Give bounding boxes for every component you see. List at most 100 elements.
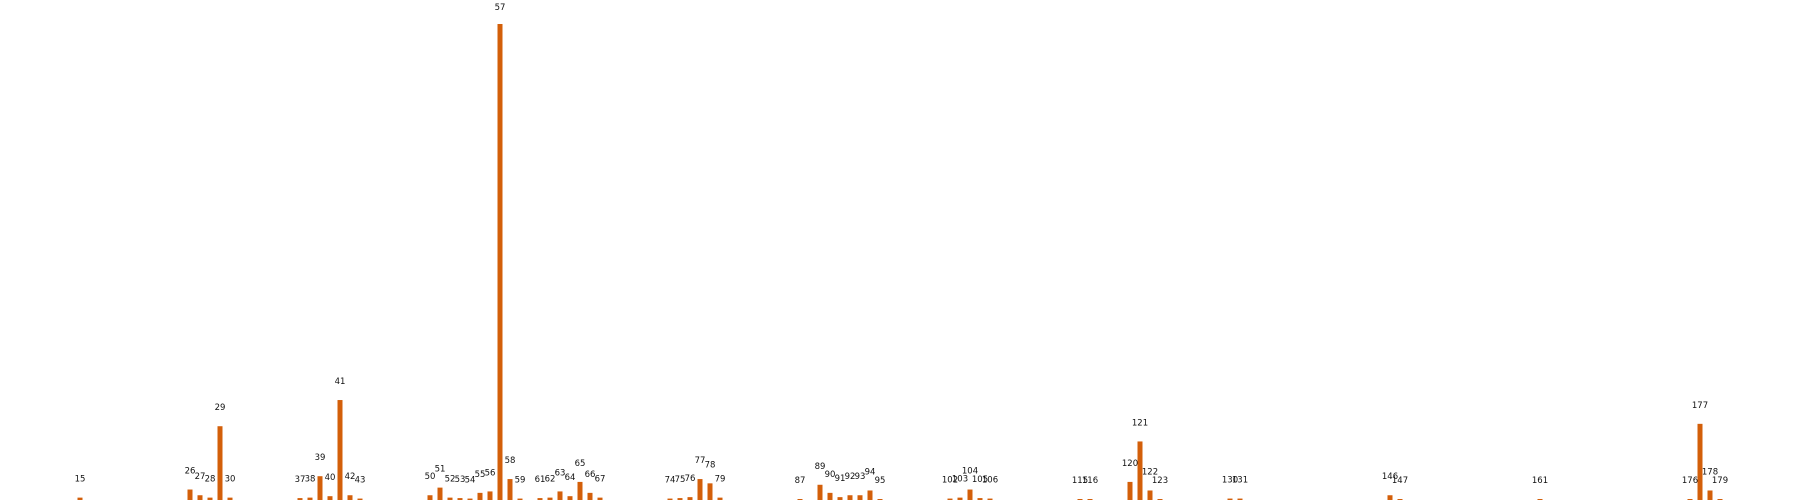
bar-51 [437,487,443,500]
bar-91 [837,497,843,500]
bar-label-179: 179 [1712,476,1728,486]
bar-89 [817,484,823,500]
bar-64 [567,496,573,500]
bar-37 [297,498,303,500]
bar-label-92: 92 [845,472,856,482]
bar-58 [507,479,513,500]
bar-178 [1707,490,1713,500]
bar-76 [687,497,693,500]
bar-label-28: 28 [205,475,216,485]
bar-104 [967,489,973,500]
bar-130 [1227,498,1233,500]
bar-label-104: 104 [962,467,978,477]
bar-122 [1147,490,1153,500]
bar-label-65: 65 [575,459,586,469]
bar-label-177: 177 [1692,401,1708,411]
bar-106 [987,498,993,500]
bar-label-53: 53 [455,475,466,485]
bar-90 [827,492,833,500]
bar-label-95: 95 [875,476,886,486]
bar-label-115: 115 [1072,476,1088,486]
bar-label-59: 59 [515,476,526,486]
bar-40 [327,496,333,500]
bar-label-50: 50 [425,472,436,482]
bar-93 [857,495,863,500]
bar-63 [557,491,563,500]
bar-label-102: 102 [942,476,958,486]
bar-label-40: 40 [325,473,336,483]
bar-label-89: 89 [815,462,826,472]
bar-label-64: 64 [565,473,576,483]
bar-label-56: 56 [485,468,496,478]
bar-label-105: 105 [972,475,988,485]
bar-43 [357,498,363,500]
bar-label-43: 43 [355,476,366,486]
bar-label-63: 63 [555,468,566,478]
bar-105 [977,498,983,500]
bar-label-61: 61 [535,475,546,485]
bar-62 [547,497,553,500]
bar-label-93: 93 [855,472,866,482]
bar-15 [77,497,83,500]
bar-26 [187,489,193,500]
bar-label-87: 87 [795,476,806,486]
bar-label-37: 37 [295,475,306,485]
bar-label-147: 147 [1392,476,1408,486]
bar-65 [577,481,583,500]
bar-label-30: 30 [225,475,236,485]
bars-group [77,24,1723,500]
bar-59 [517,498,523,500]
bar-label-106: 106 [982,476,998,486]
bar-label-123: 123 [1152,476,1168,486]
bar-label-122: 122 [1142,467,1158,477]
bar-label-121: 121 [1132,418,1148,428]
bar-label-131: 131 [1232,476,1248,486]
bar-label-15: 15 [75,475,86,485]
bar-label-38: 38 [305,475,316,485]
bar-57 [497,24,503,500]
bar-label-77: 77 [695,456,706,466]
bar-30 [227,497,233,500]
bar-52 [447,497,453,500]
bar-66 [587,492,593,500]
bar-53 [457,498,463,500]
bar-131 [1237,498,1243,500]
bar-label-75: 75 [675,475,686,485]
bar-39 [317,476,323,500]
bar-label-54: 54 [465,476,476,486]
bar-67 [597,497,603,500]
bar-label-51: 51 [435,465,446,475]
bar-38 [307,497,313,500]
bar-label-55: 55 [475,470,486,480]
bar-label-58: 58 [505,456,516,466]
bar-41 [337,400,343,500]
bar-42 [347,495,353,500]
bar-label-103: 103 [952,475,968,485]
bar-29 [217,426,223,500]
bar-78 [707,483,713,500]
bar-74 [667,498,673,500]
bar-103 [957,497,963,500]
bar-79 [717,497,723,500]
bar-28 [207,497,213,500]
bar-label-78: 78 [705,460,716,470]
bar-label-120: 120 [1122,459,1138,469]
bar-61 [537,498,543,500]
bar-label-161: 161 [1532,476,1548,486]
bar-54 [467,498,473,500]
bar-label-130: 130 [1222,476,1238,486]
bar-label-66: 66 [585,470,596,480]
bar-121 [1137,441,1143,500]
bar-label-42: 42 [345,472,356,482]
bar-label-74: 74 [665,476,676,486]
bar-120 [1127,481,1133,500]
bar-102 [947,498,953,500]
bar-92 [847,495,853,500]
bar-label-41: 41 [335,377,346,387]
bar-label-26: 26 [185,467,196,477]
bar-label-178: 178 [1702,467,1718,477]
bar-label-91: 91 [835,474,846,484]
bar-label-29: 29 [215,403,226,413]
